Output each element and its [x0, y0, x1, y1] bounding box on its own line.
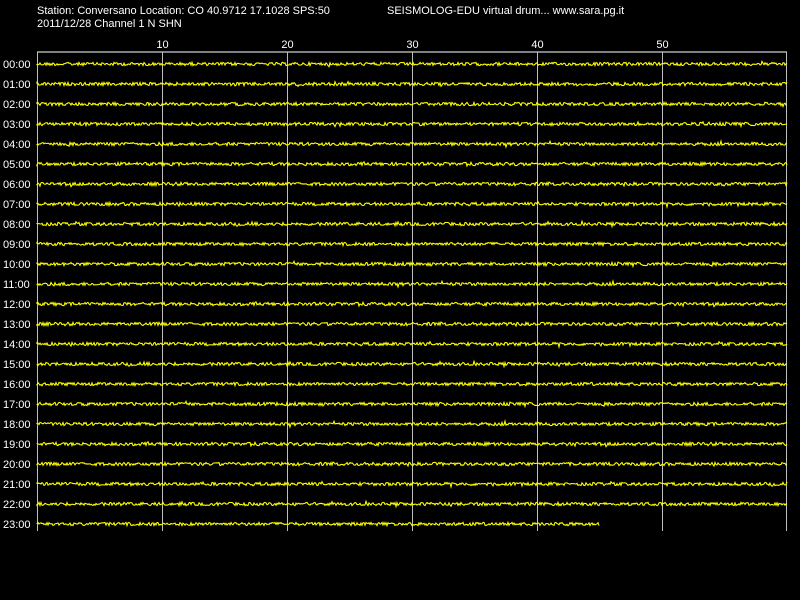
trace-2100 [36, 480, 788, 490]
row-label-1300: 13:00 [3, 319, 31, 331]
row-label-0400: 04:00 [3, 139, 31, 151]
row-label-0100: 01:00 [3, 79, 31, 91]
row-label-1900: 19:00 [3, 439, 31, 451]
x-tick-label-10: 10 [156, 39, 168, 51]
trace-1200 [36, 300, 788, 308]
trace-1000 [36, 259, 788, 269]
row-label-1600: 16:00 [3, 379, 31, 391]
row-label-0800: 08:00 [3, 219, 31, 231]
x-tick-label-40: 40 [531, 39, 543, 51]
x-tick-label-20: 20 [281, 39, 293, 51]
row-label-1000: 10:00 [3, 259, 31, 271]
trace-0600 [36, 180, 788, 188]
trace-1400 [36, 340, 788, 350]
trace-0700 [36, 200, 788, 210]
app-info: SEISMOLOG-EDU virtual drum... www.sara.p… [387, 5, 625, 17]
row-label-0300: 03:00 [3, 119, 31, 131]
trace-1600 [36, 380, 788, 388]
row-label-1200: 12:00 [3, 299, 31, 311]
row-label-1100: 11:00 [3, 279, 30, 291]
row-label-0000: 00:00 [3, 59, 31, 71]
row-label-0900: 09:00 [3, 239, 31, 251]
trace-1700 [36, 399, 788, 409]
trace-0100 [36, 80, 788, 88]
date-channel-info: 2011/12/28 Channel 1 N SHN [37, 18, 182, 30]
trace-2000 [36, 460, 788, 468]
trace-layer [36, 60, 788, 528]
trace-0000 [36, 60, 788, 68]
grid-layer [37, 51, 787, 531]
station-info: Station: Conversano Location: CO 40.9712… [37, 5, 330, 17]
row-label-1400: 14:00 [3, 339, 31, 351]
label-layer: 10 20 30 40 50 00:00 01:00 02:00 03:00 04:00 05:00… [3, 39, 669, 531]
trace-1300 [36, 320, 788, 328]
trace-0300 [36, 120, 788, 129]
trace-0500 [36, 160, 788, 168]
row-label-0500: 05:00 [3, 159, 31, 171]
trace-0200 [36, 100, 788, 108]
row-label-2000: 20:00 [3, 459, 31, 471]
x-tick-label-50: 50 [656, 39, 668, 51]
row-label-2200: 22:00 [3, 499, 31, 511]
row-label-2300: 23:00 [3, 519, 31, 531]
trace-1500 [36, 359, 788, 369]
x-tick-label-30: 30 [406, 39, 418, 51]
trace-0900 [36, 240, 788, 248]
trace-1800 [36, 419, 788, 429]
trace-2300 [36, 520, 600, 528]
row-label-1700: 17:00 [3, 399, 31, 411]
trace-1900 [36, 440, 788, 448]
row-label-1800: 18:00 [3, 419, 31, 431]
row-label-1500: 15:00 [3, 359, 31, 371]
row-label-2100: 21:00 [3, 479, 31, 491]
row-label-0200: 02:00 [3, 99, 31, 111]
trace-1100 [36, 279, 788, 289]
trace-0800 [36, 219, 788, 229]
row-label-0600: 06:00 [3, 179, 31, 191]
row-label-0700: 07:00 [3, 199, 31, 211]
trace-0400 [36, 139, 788, 149]
trace-2200 [36, 499, 788, 509]
